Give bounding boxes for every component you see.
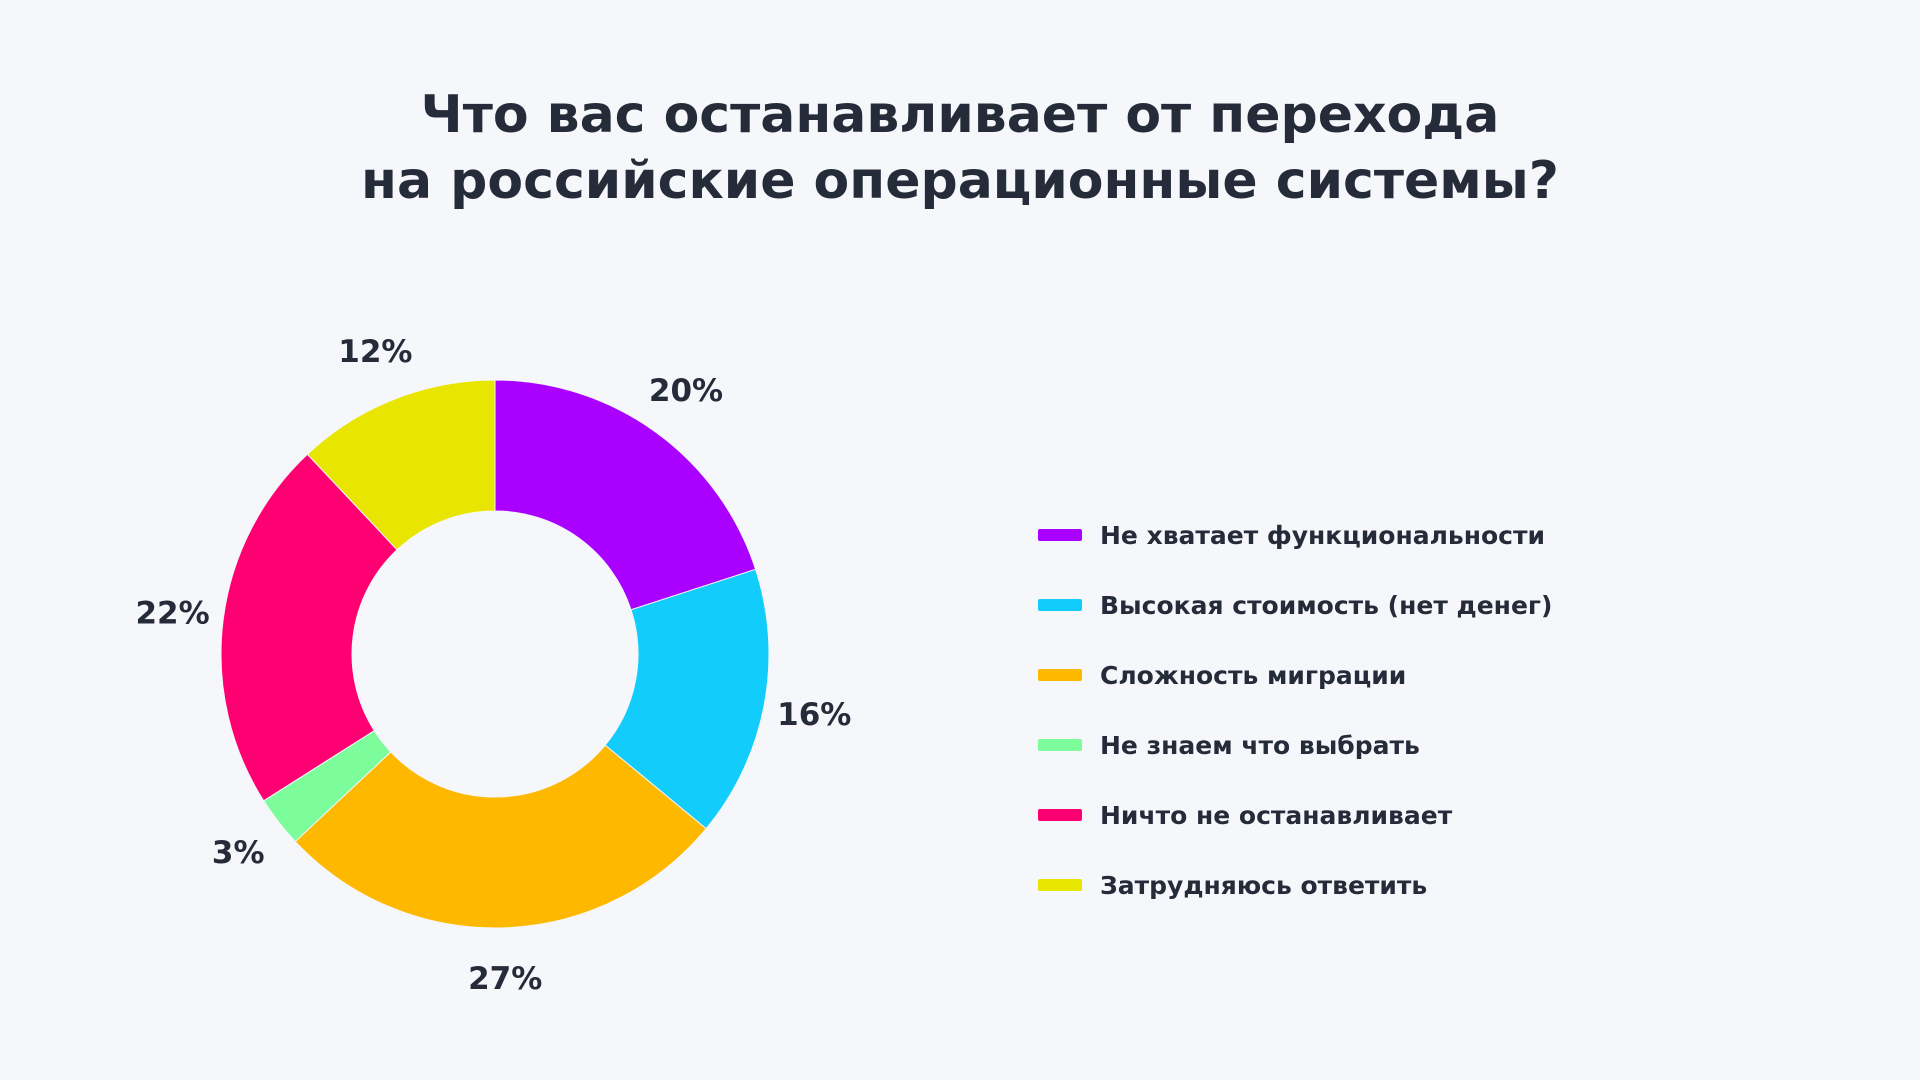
data-label: 16% (777, 697, 851, 733)
legend-item: Не знаем что выбрать (1038, 710, 1552, 780)
legend-item: Сложность миграции (1038, 640, 1552, 710)
legend-label: Не знаем что выбрать (1100, 730, 1420, 760)
legend-swatch (1038, 879, 1082, 891)
chart-title-line-1: Что вас останавливает от перехода (420, 85, 1500, 145)
legend-label: Не хватает функциональности (1100, 520, 1546, 550)
legend-item: Высокая стоимость (нет денег) (1038, 570, 1552, 640)
legend-swatch (1038, 739, 1082, 751)
legend-label: Сложность миграции (1100, 660, 1407, 690)
legend-swatch (1038, 529, 1082, 541)
legend-label: Затрудняюсь ответить (1100, 870, 1428, 900)
data-label: 22% (135, 595, 209, 631)
donut-slice (294, 744, 707, 929)
legend-label: Ничто не останавливает (1100, 800, 1453, 830)
legend-swatch (1038, 599, 1082, 611)
legend-swatch (1038, 669, 1082, 681)
chart-legend: Не хватает функциональности Высокая стои… (1038, 500, 1552, 920)
legend-item: Ничто не останавливает (1038, 780, 1552, 850)
donut-slice (604, 568, 770, 830)
donut-slice (220, 453, 398, 802)
legend-swatch (1038, 809, 1082, 821)
data-label: 3% (212, 835, 265, 871)
legend-label: Высокая стоимость (нет денег) (1100, 590, 1553, 620)
legend-item: Затрудняюсь ответить (1038, 850, 1552, 920)
chart-title-line-2: на российские операционные системы? (361, 151, 1559, 211)
donut-slice (494, 379, 757, 611)
data-label: 27% (468, 961, 542, 997)
data-label: 20% (649, 373, 723, 409)
data-label: 12% (338, 334, 412, 370)
legend-item: Не хватает функциональности (1038, 500, 1552, 570)
donut-slice (306, 379, 496, 551)
chart-title: Что вас останавливает от перехода на рос… (0, 82, 1920, 214)
